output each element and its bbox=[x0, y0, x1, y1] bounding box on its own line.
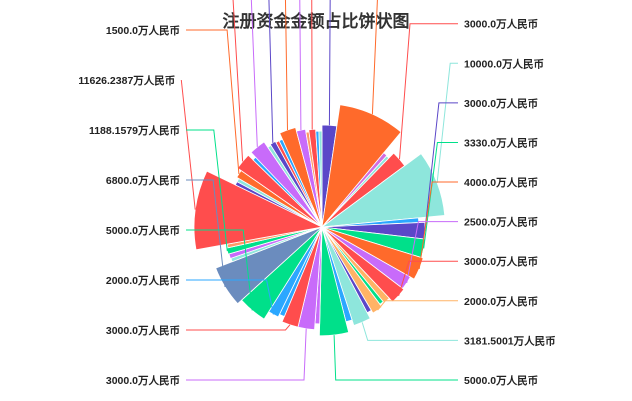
leader-line bbox=[398, 260, 458, 296]
chart-title: 注册资金金额占比饼状图 bbox=[223, 11, 410, 32]
slice-label: 1500.0万人民币 bbox=[106, 24, 180, 37]
slice-label: 10000.0万人民币 bbox=[464, 57, 544, 70]
leader-line bbox=[399, 23, 458, 160]
slice-label: 2500.0万人民币 bbox=[464, 216, 538, 229]
leader-line bbox=[333, 335, 458, 381]
leader-line bbox=[186, 179, 226, 287]
slice-label: 3000.0万人民币 bbox=[106, 324, 180, 337]
slice-label: 3000.0万人民币 bbox=[464, 97, 538, 110]
leader-line bbox=[361, 322, 458, 341]
leader-line bbox=[284, 0, 288, 131]
leader-line bbox=[328, 0, 331, 126]
leader-line bbox=[232, 0, 244, 162]
slice-label: 11626.2387万人民币 bbox=[78, 74, 175, 87]
slice-label: 2000.0万人民币 bbox=[464, 295, 538, 308]
pie-slice[interactable] bbox=[321, 226, 405, 303]
leader-line bbox=[423, 142, 458, 249]
slice-label: 3000.0万人民币 bbox=[106, 374, 180, 387]
leader-line bbox=[180, 79, 196, 210]
leader-line bbox=[299, 0, 302, 131]
leader-line bbox=[186, 328, 307, 381]
leader-line bbox=[418, 181, 458, 269]
pie-slice[interactable] bbox=[318, 130, 323, 228]
leader-line bbox=[186, 279, 274, 315]
slice-labels: 2690.0万人民币10100.0万人民币3000.0万人民币10000.0万人… bbox=[78, 18, 556, 387]
slice-label: 3000.0万人民币 bbox=[464, 18, 538, 31]
pie-slice[interactable] bbox=[237, 154, 323, 228]
leader-line bbox=[377, 300, 458, 311]
leader-line bbox=[186, 229, 253, 311]
leader-line bbox=[186, 29, 240, 174]
pie-slice[interactable] bbox=[321, 226, 371, 326]
slice-label: 4000.0万人民币 bbox=[464, 176, 538, 189]
slice-label: 1188.1579万人民币 bbox=[89, 124, 180, 137]
slice-label: 3181.5001万人民币 bbox=[464, 334, 556, 347]
slice-label: 3330.0万人民币 bbox=[464, 137, 538, 150]
slice-label: 2000.0万人民币 bbox=[106, 274, 180, 287]
leader-line bbox=[186, 129, 228, 252]
pie-slice[interactable] bbox=[321, 152, 388, 228]
leader-line bbox=[406, 221, 458, 283]
slice-label: 5000.0万人民币 bbox=[106, 224, 180, 237]
leader-line bbox=[268, 0, 274, 143]
leader-line bbox=[424, 102, 458, 231]
leader-line bbox=[186, 324, 291, 331]
leader-line bbox=[371, 0, 378, 115]
slice-label: 5000.0万人民币 bbox=[464, 374, 538, 387]
leader-line bbox=[436, 62, 458, 183]
pie-slice[interactable] bbox=[321, 226, 383, 314]
pie-slice[interactable] bbox=[318, 226, 350, 337]
slice-label: 3000.0万人民币 bbox=[464, 255, 538, 268]
slice-label: 6800.0万人民币 bbox=[106, 174, 180, 187]
leader-line bbox=[250, 0, 258, 147]
label-leader-lines bbox=[180, 0, 458, 381]
